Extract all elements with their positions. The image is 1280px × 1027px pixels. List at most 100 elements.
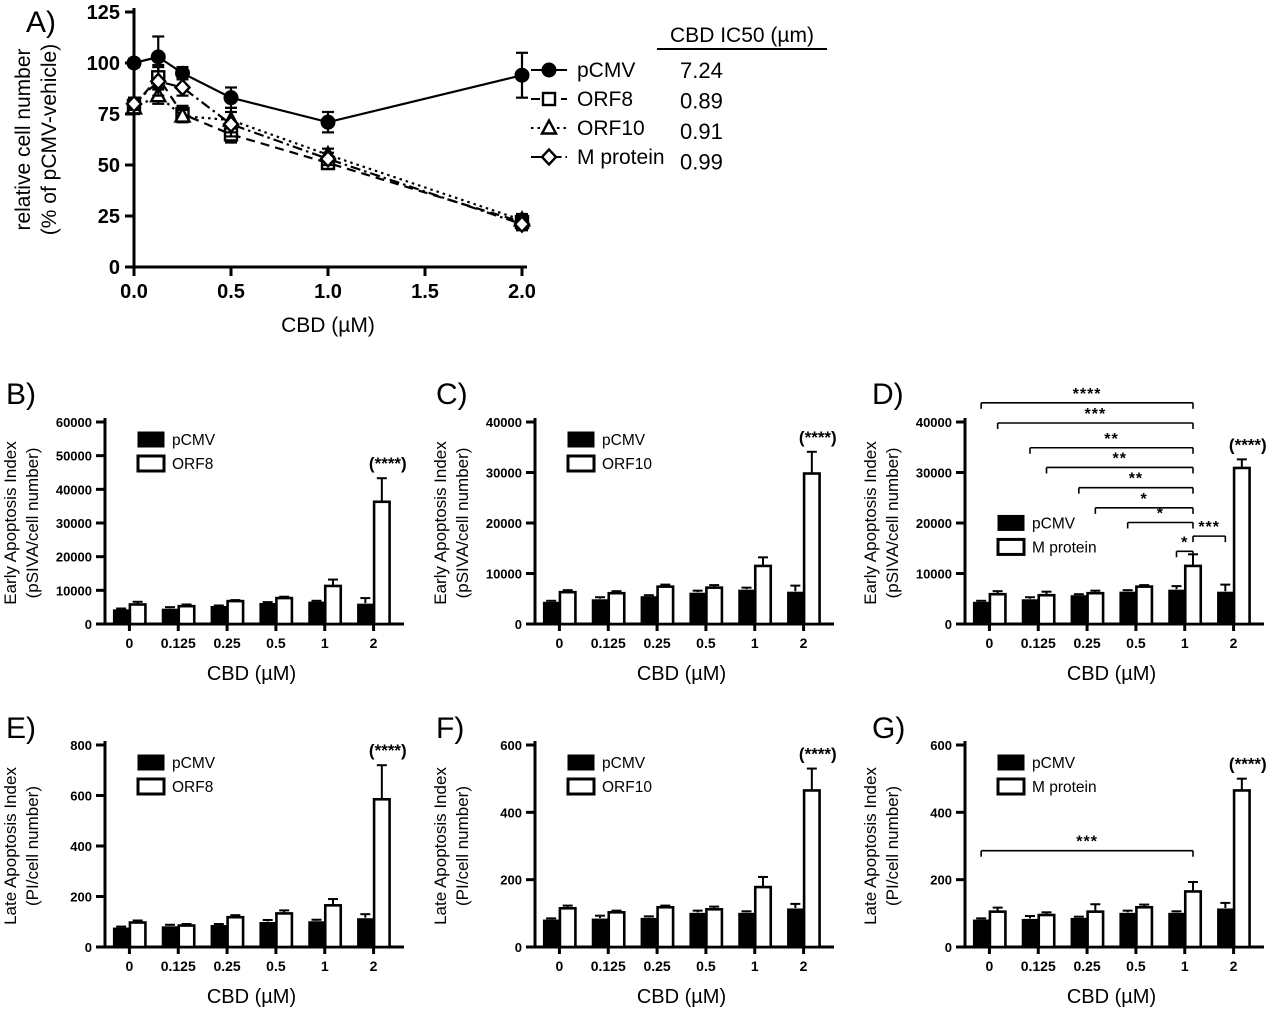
svg-text:0: 0	[945, 617, 952, 632]
svg-text:0: 0	[556, 635, 564, 651]
svg-text:pCMV: pCMV	[577, 59, 635, 82]
svg-text:200: 200	[930, 873, 952, 888]
significance-annotation: (****)	[1229, 755, 1267, 774]
significance-annotation: (****)	[799, 745, 837, 764]
svg-text:1: 1	[1181, 958, 1189, 974]
significance-bracket	[996, 422, 1194, 430]
svg-text:0.99: 0.99	[680, 150, 723, 175]
y-axis-label-line2: (pSIVA/cell number)	[883, 448, 902, 599]
svg-text:0.125: 0.125	[161, 958, 196, 974]
bracket-stars: *	[1181, 534, 1188, 551]
svg-text:0.5: 0.5	[696, 635, 716, 651]
svg-text:0.5: 0.5	[266, 635, 286, 651]
series-M protein	[988, 458, 1251, 626]
x-axis-label: CBD (µM)	[207, 663, 296, 685]
panel-f-chart: 0 200 400 600 0 0.125 0.25 0.5 1 2 CBD (µM) Late Ap…	[431, 738, 837, 1008]
x-axis-label: CBD (µM)	[281, 314, 375, 337]
bracket-stars: **	[1113, 450, 1127, 467]
svg-text:0.25: 0.25	[643, 958, 670, 974]
svg-text:0.25: 0.25	[213, 958, 240, 974]
svg-text:0.0: 0.0	[120, 281, 148, 303]
svg-text:0.25: 0.25	[1073, 958, 1100, 974]
svg-text:600: 600	[500, 738, 522, 753]
panel-a-chart: 0 25 50 75 100 125 0.0 0.5 1.0 1.5 2.0 CBD (µM) rela…	[12, 2, 827, 337]
y-axis-label-line2: (PI/cell number)	[883, 786, 902, 906]
panel-f: 0 200 400 600 0 0.125 0.25 0.5 1 2 CBD (µM) Late Ap…	[430, 709, 850, 1027]
svg-text:0.5: 0.5	[266, 958, 286, 974]
svg-text:M protein: M protein	[577, 146, 665, 169]
svg-text:ORF8: ORF8	[172, 456, 213, 473]
svg-text:2: 2	[800, 635, 808, 651]
svg-text:2.0: 2.0	[508, 281, 536, 303]
tick-labels: 0 200 400 600 0 0.125 0.25 0.5 1 2	[500, 738, 807, 974]
y-axis-label-line2: (PI/cell number)	[453, 786, 472, 906]
series-M protein	[988, 777, 1251, 949]
svg-text:0.5: 0.5	[696, 958, 716, 974]
bracket-stars: ***	[1198, 519, 1220, 536]
svg-text:M protein: M protein	[1032, 779, 1097, 796]
svg-text:pCMV: pCMV	[172, 755, 216, 772]
legend: pCMV ORF10	[566, 754, 652, 796]
tick-labels: 0 200 400 600 800 0 0.125 0.25 0.5 1 2	[70, 738, 377, 974]
svg-text:1: 1	[751, 635, 759, 651]
axes	[125, 8, 527, 276]
svg-text:2: 2	[800, 958, 808, 974]
svg-text:20000: 20000	[486, 516, 522, 531]
svg-text:0.25: 0.25	[1073, 635, 1100, 651]
svg-text:0: 0	[515, 940, 522, 955]
svg-text:25: 25	[98, 206, 120, 228]
svg-text:400: 400	[930, 805, 952, 820]
panel-c-chart: 0 10000 20000 30000 40000 0 0.125 0.25 0.5 1 2 CBD …	[431, 415, 837, 685]
y-axis-label-line1: Early Apoptosis Index	[1, 441, 20, 605]
tick-labels: 0 10000 20000 30000 40000 50000 60000 0 0.125 0.2…	[56, 415, 378, 651]
svg-text:CBD IC50 (µm): CBD IC50 (µm)	[670, 24, 814, 47]
svg-text:0: 0	[85, 940, 92, 955]
series-ORF8	[128, 477, 391, 626]
svg-text:0.5: 0.5	[1126, 958, 1146, 974]
svg-text:1.0: 1.0	[314, 281, 342, 303]
legend: pCMV M protein	[996, 754, 1097, 796]
svg-text:2: 2	[1230, 635, 1238, 651]
axes	[956, 418, 1264, 631]
svg-text:20000: 20000	[916, 516, 952, 531]
y-axis-label-line2: (pSIVA/cell number)	[453, 448, 472, 599]
series-pCMV	[112, 913, 374, 948]
panel-label-d: D)	[872, 378, 904, 411]
tick-labels: 0 10000 20000 30000 40000 0 0.125 0.25 0.5 1 2	[486, 415, 808, 651]
bracket-stars: *	[1141, 491, 1148, 508]
legend: pCMV ORF10	[566, 431, 652, 473]
significance-annotation: (****)	[369, 454, 407, 473]
series-pCMV	[972, 901, 1234, 948]
svg-text:pCMV: pCMV	[172, 432, 216, 449]
svg-text:ORF8: ORF8	[577, 88, 633, 111]
significance-bracket	[1175, 550, 1194, 558]
panel-label-f: F)	[436, 712, 465, 745]
panel-a: 0 25 50 75 100 125 0.0 0.5 1.0 1.5 2.0 CBD (µM) rela…	[0, 0, 910, 356]
significance-bracket	[980, 402, 1194, 409]
svg-text:0.125: 0.125	[1021, 635, 1056, 651]
svg-text:100: 100	[87, 53, 120, 75]
svg-text:75: 75	[98, 104, 120, 126]
panel-e-chart: 0 200 400 600 800 0 0.125 0.25 0.5 1 2 CBD (µM) Late…	[1, 738, 407, 1008]
y-axis-label-line2: (PI/cell number)	[23, 786, 42, 906]
tick-labels: 0 200 400 600 0 0.125 0.25 0.5 1 2	[930, 738, 1237, 974]
significance-bracket	[1078, 486, 1194, 494]
axes	[96, 418, 404, 631]
svg-text:1: 1	[1181, 635, 1189, 651]
panel-label-a: A)	[26, 6, 56, 39]
tick-labels: 0 25 50 75 100 125 0.0 0.5 1.0 1.5 2.0	[87, 2, 536, 303]
svg-text:10000: 10000	[486, 567, 522, 582]
svg-text:0.25: 0.25	[643, 635, 670, 651]
series-ORF10	[558, 450, 821, 626]
svg-text:0.5: 0.5	[1126, 635, 1146, 651]
series-M protein	[125, 65, 531, 234]
panel-g-chart: 0 200 400 600 0 0.125 0.25 0.5 1 2 CBD (µM) Late Ap…	[861, 738, 1267, 1008]
svg-text:0.25: 0.25	[213, 635, 240, 651]
svg-text:0: 0	[556, 958, 564, 974]
svg-text:0: 0	[945, 940, 952, 955]
svg-text:10000: 10000	[916, 567, 952, 582]
bracket-stars: ***	[1084, 406, 1106, 423]
svg-text:1: 1	[751, 958, 759, 974]
legend: pCMV ORF8	[136, 754, 216, 796]
svg-text:0.89: 0.89	[680, 89, 723, 114]
